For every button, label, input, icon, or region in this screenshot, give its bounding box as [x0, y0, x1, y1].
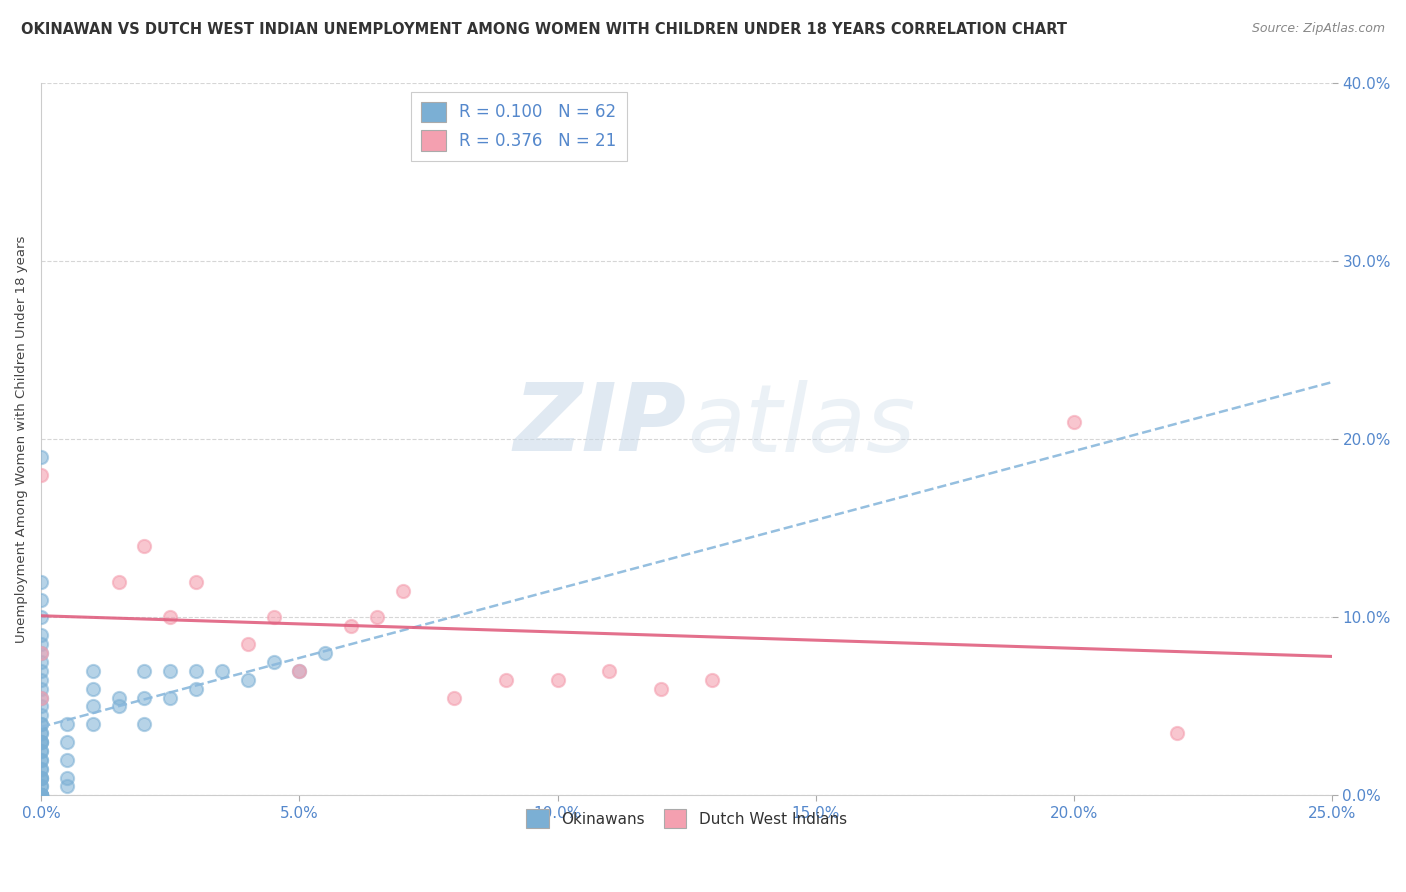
Point: [56, 717, 79, 731]
Point: [263, 610, 285, 624]
Point: [159, 664, 181, 678]
Point: [30, 628, 52, 642]
Point: [547, 673, 569, 687]
Point: [56, 780, 79, 794]
Point: [30, 574, 52, 589]
Point: [30, 450, 52, 465]
Point: [30, 592, 52, 607]
Point: [650, 681, 672, 696]
Point: [30, 708, 52, 723]
Point: [30, 771, 52, 785]
Point: [30, 789, 52, 803]
Point: [30, 690, 52, 705]
Point: [30, 789, 52, 803]
Point: [159, 690, 181, 705]
Point: [340, 619, 363, 633]
Point: [598, 664, 620, 678]
Point: [30, 664, 52, 678]
Point: [30, 646, 52, 660]
Point: [391, 583, 413, 598]
Point: [1166, 726, 1188, 740]
Point: [30, 762, 52, 776]
Point: [30, 780, 52, 794]
Point: [236, 637, 259, 651]
Point: [30, 655, 52, 669]
Point: [30, 771, 52, 785]
Point: [30, 717, 52, 731]
Point: [30, 753, 52, 767]
Point: [107, 699, 129, 714]
Point: [30, 673, 52, 687]
Point: [30, 699, 52, 714]
Text: OKINAWAN VS DUTCH WEST INDIAN UNEMPLOYMENT AMONG WOMEN WITH CHILDREN UNDER 18 YE: OKINAWAN VS DUTCH WEST INDIAN UNEMPLOYME…: [21, 22, 1067, 37]
Text: Source: ZipAtlas.com: Source: ZipAtlas.com: [1251, 22, 1385, 36]
Point: [30, 762, 52, 776]
Point: [107, 574, 129, 589]
Point: [134, 717, 156, 731]
Point: [30, 789, 52, 803]
Point: [443, 690, 465, 705]
Point: [30, 780, 52, 794]
Point: [30, 681, 52, 696]
Point: [30, 637, 52, 651]
Point: [30, 726, 52, 740]
Point: [30, 753, 52, 767]
Point: [134, 664, 156, 678]
Point: [263, 655, 285, 669]
Point: [30, 646, 52, 660]
Point: [30, 744, 52, 758]
Y-axis label: Unemployment Among Women with Children Under 18 years: Unemployment Among Women with Children U…: [15, 235, 28, 643]
Text: ZIP: ZIP: [513, 379, 686, 471]
Point: [30, 744, 52, 758]
Point: [30, 789, 52, 803]
Point: [184, 664, 207, 678]
Point: [56, 753, 79, 767]
Point: [30, 789, 52, 803]
Point: [82, 664, 104, 678]
Point: [82, 717, 104, 731]
Point: [30, 789, 52, 803]
Point: [134, 539, 156, 553]
Point: [30, 717, 52, 731]
Point: [30, 789, 52, 803]
Point: [30, 726, 52, 740]
Point: [1063, 415, 1085, 429]
Point: [702, 673, 724, 687]
Point: [30, 610, 52, 624]
Point: [236, 673, 259, 687]
Point: [184, 681, 207, 696]
Point: [314, 646, 336, 660]
Point: [30, 735, 52, 749]
Point: [134, 690, 156, 705]
Point: [56, 771, 79, 785]
Text: atlas: atlas: [686, 380, 915, 471]
Point: [288, 664, 311, 678]
Point: [30, 771, 52, 785]
Point: [184, 574, 207, 589]
Point: [82, 699, 104, 714]
Point: [159, 610, 181, 624]
Point: [56, 735, 79, 749]
Point: [288, 664, 311, 678]
Point: [366, 610, 388, 624]
Point: [107, 690, 129, 705]
Point: [30, 735, 52, 749]
Point: [495, 673, 517, 687]
Legend: Okinawans, Dutch West Indians: Okinawans, Dutch West Indians: [520, 803, 853, 834]
Point: [30, 735, 52, 749]
Point: [30, 690, 52, 705]
Point: [30, 468, 52, 483]
Point: [211, 664, 233, 678]
Point: [30, 789, 52, 803]
Point: [82, 681, 104, 696]
